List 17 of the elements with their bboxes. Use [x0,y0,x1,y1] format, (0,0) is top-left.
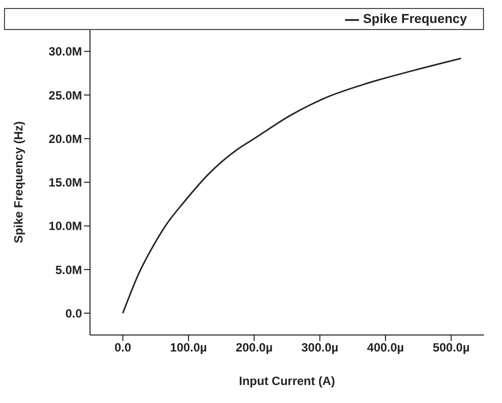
y-tick-label: 30.0M [48,44,82,59]
legend-label: Spike Frequency [362,11,467,26]
x-tick-label: 400.0µ [367,340,404,355]
y-tick-label: 20.0M [48,132,82,146]
y-tick-label: 25.0M [48,88,82,102]
y-axis-title: Spike Frequency (Hz) [11,121,26,244]
y-tick-label: 15.0M [48,176,82,190]
x-tick-label: 100.0µ [170,340,208,355]
y-tick-label: 0.0 [65,306,82,320]
x-tick-label: 500.0µ [432,340,470,355]
x-tick-label: 300.0µ [301,340,338,355]
y-tick-label: 5.0M [55,262,82,277]
x-tick-label: 200.0µ [236,340,273,355]
x-axis-title: Input Current (A) [239,374,335,388]
y-tick-label: 10.0M [48,219,82,234]
line-series [122,58,462,314]
x-tick-label: 0.0 [114,340,132,355]
